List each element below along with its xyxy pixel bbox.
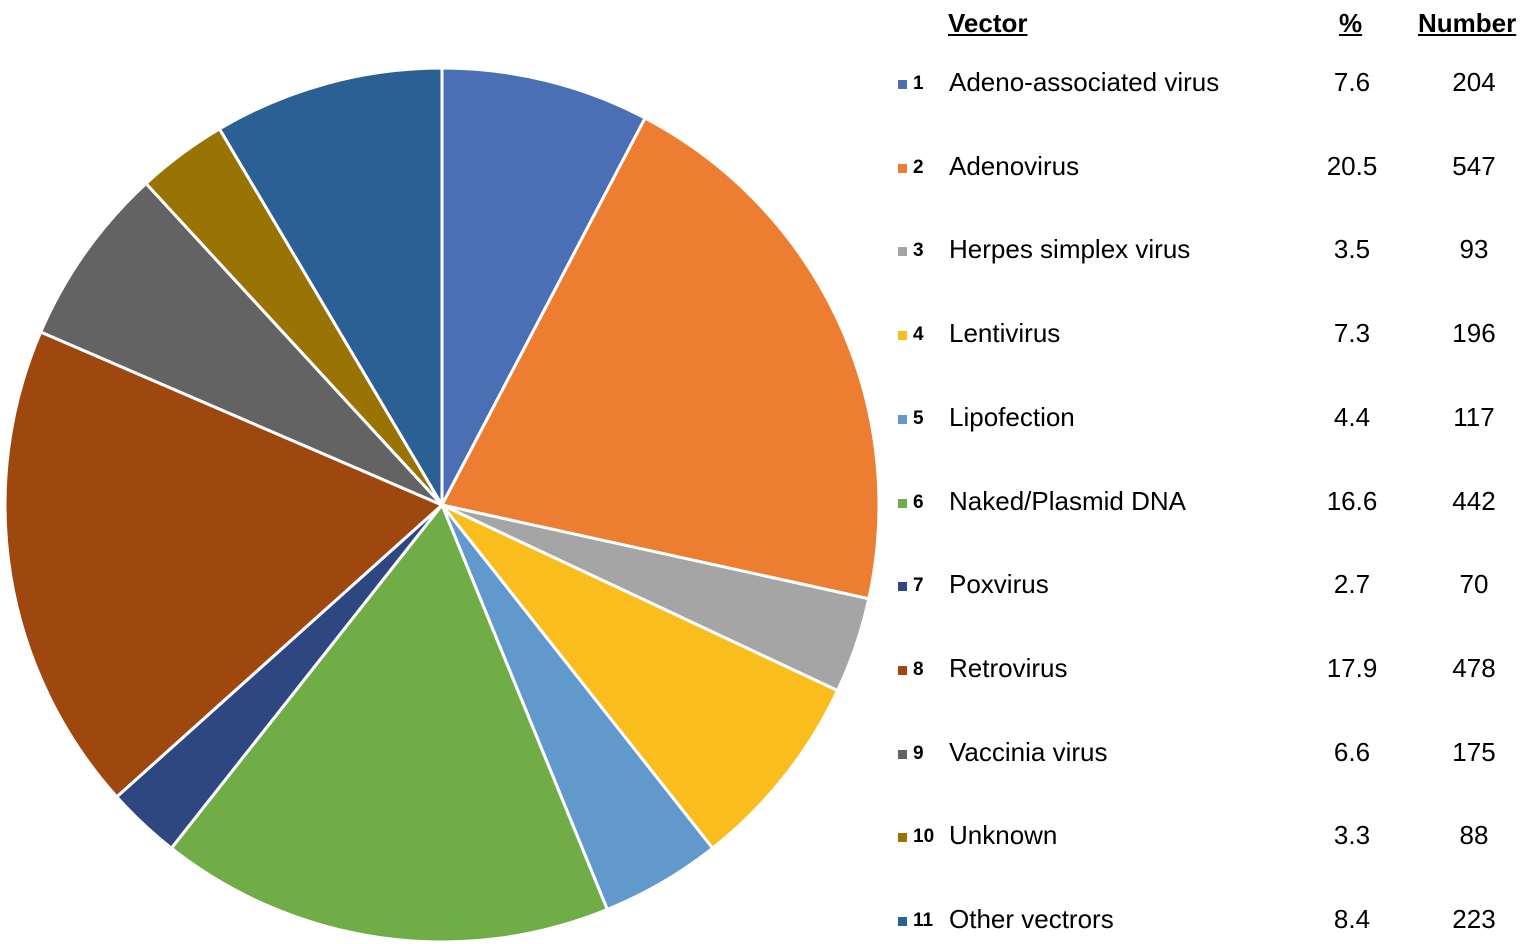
legend-number: 547 <box>1452 150 1496 181</box>
legend-item: 4 Lentivirus 7.3 196 <box>0 318 1534 358</box>
pie-slice-1 <box>440 66 647 507</box>
pie-slice-11 <box>218 66 444 507</box>
legend-index: 2 <box>913 156 924 178</box>
legend-number: 175 <box>1452 736 1496 767</box>
legend-swatch <box>898 917 907 926</box>
legend-index: 10 <box>913 826 935 848</box>
legend-item: 8 Retrovirus 17.9 478 <box>0 653 1534 693</box>
legend-percent: 3.5 <box>1333 234 1371 265</box>
legend-number: 204 <box>1452 67 1496 97</box>
legend-item: 5 Lipofection 4.4 117 <box>0 402 1534 442</box>
pie-chart <box>3 66 881 942</box>
pie-slice-4 <box>440 503 840 850</box>
legend-index: 7 <box>913 575 924 597</box>
legend-number: 88 <box>1459 820 1489 851</box>
legend-swatch <box>898 749 907 759</box>
legend-label: Herpes simplex virus <box>949 234 1191 265</box>
legend-number: 196 <box>1452 318 1496 349</box>
legend-percent: 2.7 <box>1333 569 1371 600</box>
legend-label: Vaccinia virus <box>949 736 1108 767</box>
legend-swatch <box>898 331 907 341</box>
legend-item: 2 Adenovirus 20.5 547 <box>0 151 1534 191</box>
legend-label: Retrovirus <box>949 652 1068 683</box>
legend-swatch <box>898 80 907 89</box>
legend-index: 8 <box>913 658 924 680</box>
legend-item: 11 Other vectrors 8.4 223 <box>0 904 1534 944</box>
legend-index: 5 <box>913 407 924 429</box>
legend-percent: 17.9 <box>1326 652 1378 683</box>
legend-swatch <box>898 665 907 675</box>
legend-number: 70 <box>1459 569 1489 600</box>
legend-swatch <box>898 833 907 843</box>
legend-item: 10 Unknown 3.3 88 <box>0 820 1534 860</box>
legend-label: Other vectrors <box>949 904 1114 934</box>
legend-item: 1 Adeno-associated virus 7.6 204 <box>0 67 1534 107</box>
legend-item: 7 Poxvirus 2.7 70 <box>0 569 1534 609</box>
pie-slice-8 <box>3 330 444 799</box>
legend-percent: 4.4 <box>1333 401 1371 432</box>
legend-item: 6 Naked/Plasmid DNA 16.6 442 <box>0 486 1534 526</box>
pie-slice-6 <box>169 503 609 942</box>
legend-percent: 3.3 <box>1333 820 1371 851</box>
legend-header-vector: Vector <box>948 8 1028 38</box>
legend-label: Lentivirus <box>949 318 1061 349</box>
legend-index: 1 <box>913 73 924 94</box>
legend-percent: 20.5 <box>1326 150 1378 181</box>
pie-slice-9 <box>39 181 444 507</box>
legend-label: Adenovirus <box>949 150 1080 181</box>
legend-index: 11 <box>913 910 934 931</box>
legend-item: 9 Vaccinia virus 6.6 175 <box>0 737 1534 777</box>
legend-number: 223 <box>1452 904 1496 934</box>
legend-percent: 6.6 <box>1333 736 1371 767</box>
legend-swatch <box>898 582 907 592</box>
legend-index: 9 <box>913 742 924 764</box>
legend-percent: 16.6 <box>1326 485 1378 516</box>
legend-index: 6 <box>913 491 924 513</box>
legend-header-percent: % <box>1339 8 1363 38</box>
legend-swatch <box>898 247 907 257</box>
legend-header-number: Number <box>1418 8 1517 38</box>
legend-label: Adeno-associated virus <box>949 67 1220 97</box>
legend-label: Poxvirus <box>949 569 1049 600</box>
pie-slice-2 <box>440 116 881 601</box>
legend-number: 93 <box>1459 234 1489 265</box>
legend-percent: 7.6 <box>1333 67 1371 97</box>
legend-percent: 8.4 <box>1333 904 1371 934</box>
legend-number: 442 <box>1452 485 1496 516</box>
legend-label: Lipofection <box>949 401 1075 432</box>
legend-item: 3 Herpes simplex virus 3.5 93 <box>0 234 1534 274</box>
legend-index: 3 <box>913 240 924 262</box>
legend-label: Naked/Plasmid DNA <box>949 485 1186 516</box>
legend-swatch <box>898 414 907 424</box>
legend-percent: 7.3 <box>1333 318 1371 349</box>
legend-number: 117 <box>1453 401 1495 432</box>
legend-index: 4 <box>913 324 924 346</box>
legend-label: Unknown <box>949 820 1058 851</box>
legend-number: 478 <box>1452 652 1496 683</box>
legend-swatch <box>898 498 907 508</box>
legend-swatch <box>898 163 907 173</box>
